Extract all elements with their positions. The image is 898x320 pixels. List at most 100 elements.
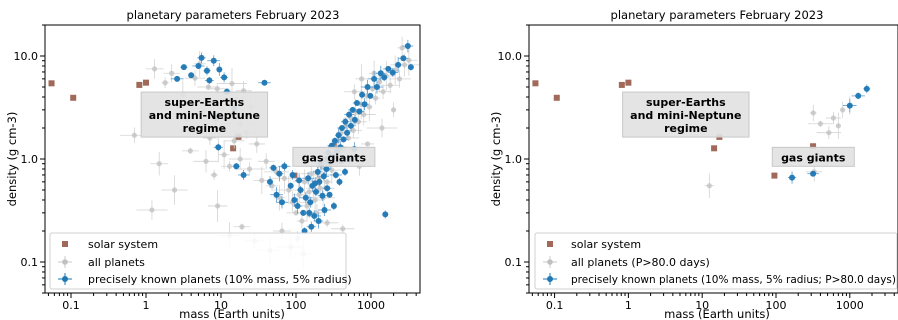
- all-planets-point: [835, 123, 841, 129]
- x-tick-label: 1: [625, 299, 632, 312]
- all-planets-point: [254, 141, 260, 147]
- precise-planet-point: [319, 192, 326, 199]
- precise-planet-point: [810, 170, 817, 177]
- y-tick-label: 10.0: [498, 50, 523, 63]
- all-planets-point: [324, 220, 330, 226]
- precise-planet-point: [404, 43, 411, 50]
- precise-planet-point: [240, 171, 247, 178]
- precise-planet-point: [320, 173, 327, 180]
- solar-system-point: [143, 79, 150, 86]
- precise-planet-point: [216, 66, 223, 73]
- axes: 0.1 1 10 100 1000 0.1 1.0 10.0: [14, 24, 417, 312]
- all-planets-point: [810, 110, 816, 116]
- chart-title: planetary parameters February 2023: [127, 8, 340, 22]
- precise-planet-point: [863, 85, 870, 92]
- precise-planet-point: [395, 61, 402, 68]
- all-planets-point: [151, 66, 158, 72]
- all-planets-point: [387, 82, 393, 88]
- precise-planet-point: [326, 191, 333, 198]
- precise-planet-point: [308, 223, 315, 230]
- all-planets-point: [396, 76, 403, 82]
- all-planets-point: [306, 189, 312, 195]
- precise-planet-point: [261, 79, 268, 86]
- all-planets-point: [279, 228, 285, 234]
- precise-planet-point: [315, 218, 322, 225]
- legend-label: all planets (P>80.0 days): [571, 256, 710, 269]
- precise-planet-point: [359, 91, 366, 98]
- y-tick-label: 0.1: [505, 256, 523, 269]
- x-axis-label: mass (Earth units): [664, 307, 770, 320]
- precise-planet-point: [338, 124, 345, 131]
- annotation-text: gas giants: [781, 151, 846, 164]
- all-planets-point: [211, 172, 217, 178]
- all-planets-point: [379, 125, 385, 131]
- precise-planet-point: [233, 163, 240, 170]
- x-tick-label: 100: [286, 299, 307, 312]
- precise-planet-point: [206, 77, 213, 84]
- precise-planet-point: [407, 64, 414, 71]
- all-planets-point: [171, 187, 178, 193]
- all-planets-point: [214, 203, 221, 209]
- all-planets-point: [299, 218, 305, 224]
- all-planets-point: [239, 224, 245, 230]
- x-tick-label: 1000: [836, 299, 864, 312]
- legend-marker-all-planets: [62, 259, 68, 265]
- precise-planet-point: [294, 202, 301, 209]
- legend-box: [49, 232, 347, 290]
- solar-system-point: [48, 80, 55, 87]
- annotation-box: [292, 146, 376, 167]
- all-planets-point: [187, 148, 193, 154]
- y-tick-label: 10.0: [14, 50, 39, 63]
- precise-planet-point: [346, 111, 353, 118]
- annotation-text: regime: [183, 122, 226, 135]
- precise-planet-point: [215, 144, 222, 151]
- precise-planet-point: [344, 129, 351, 136]
- x-tick-label: 0.1: [62, 299, 80, 312]
- y-axis-label: density (g cm-3): [489, 112, 503, 207]
- solar-system-point: [553, 94, 560, 101]
- x-tick-label: 10: [214, 299, 228, 312]
- precise-planet-point: [195, 62, 202, 69]
- annotation-text: gas giants: [302, 151, 367, 164]
- all-planets-point: [340, 226, 346, 232]
- solar-system-point: [711, 145, 718, 152]
- precise-planet-point: [353, 99, 360, 106]
- all-planets-point: [840, 107, 846, 113]
- legend-label: precisely known planets (10% mass, 5% ra…: [88, 273, 352, 286]
- x-tick-label: 100: [765, 299, 786, 312]
- legend: solar system all planets precisely known…: [49, 232, 352, 290]
- precise-planet-point: [351, 116, 358, 123]
- precise-planet-point: [203, 67, 210, 74]
- y-axis-label: density (g cm-3): [5, 112, 19, 207]
- all-planets-point: [706, 183, 712, 189]
- precise-planet-point: [278, 199, 285, 206]
- all-planets-point: [162, 80, 168, 86]
- annotation-text: super-Earths: [646, 96, 726, 109]
- precise-planet-point: [336, 178, 343, 185]
- precise-planet-point: [296, 177, 303, 184]
- precise-planet-point: [270, 164, 277, 171]
- precise-planet-point: [377, 70, 384, 77]
- all-planets-point: [372, 95, 379, 101]
- all-planets-point: [380, 89, 386, 95]
- all-planets-point: [203, 158, 209, 164]
- all-planets-point: [308, 171, 314, 177]
- legend-marker-precise-planets: [547, 276, 553, 282]
- precise-planet-point: [389, 69, 396, 76]
- precise-planet-point: [291, 196, 298, 203]
- precise-planet-point: [373, 84, 380, 91]
- precise-planet-point: [332, 171, 339, 178]
- precise-planet-point: [324, 185, 331, 192]
- all-planets-point: [226, 163, 233, 169]
- y-tick-label: 1.0: [505, 153, 523, 166]
- precise-planet-point: [371, 75, 378, 82]
- precise-planet-point: [323, 165, 330, 172]
- precise-planet-point: [347, 122, 354, 129]
- y-tick-label: 0.1: [21, 256, 39, 269]
- all-planets-point: [281, 175, 287, 181]
- precise-planet-point: [307, 199, 314, 206]
- precise-planet-point: [305, 175, 312, 182]
